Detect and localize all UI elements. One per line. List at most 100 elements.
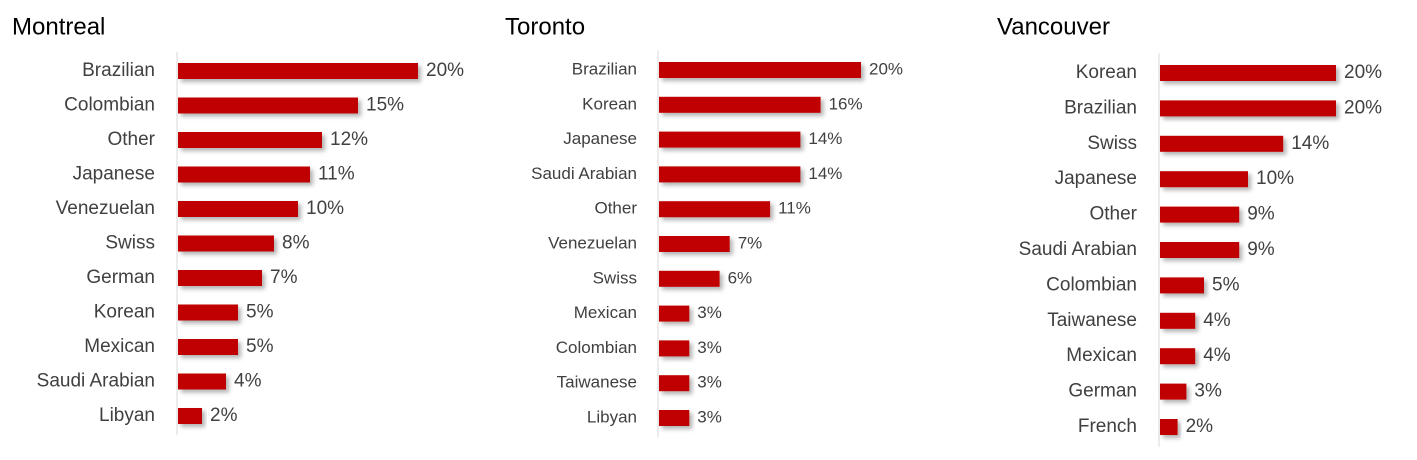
bar <box>178 63 418 79</box>
data-label: 20% <box>1344 97 1382 118</box>
bar <box>659 131 801 148</box>
chart-title: Vancouver <box>997 13 1110 40</box>
data-label: 10% <box>306 198 344 219</box>
data-label: 20% <box>426 60 464 81</box>
category-label: Brazilian <box>572 59 637 78</box>
category-label: Colombian <box>556 338 637 357</box>
data-label: 4% <box>234 371 262 392</box>
chart-title: Montreal <box>12 13 105 40</box>
category-label: French <box>1078 416 1137 437</box>
category-label: Other <box>107 129 155 150</box>
bar <box>659 270 720 287</box>
bar <box>659 96 821 113</box>
category-label: Saudi Arabian <box>1019 239 1137 260</box>
category-label: Swiss <box>593 268 637 287</box>
data-label: 6% <box>728 268 753 287</box>
data-label: 7% <box>738 233 763 252</box>
bar <box>178 132 322 148</box>
bar <box>659 305 690 322</box>
bar <box>178 373 226 390</box>
bar <box>1160 419 1178 435</box>
data-label: 14% <box>808 129 842 148</box>
category-label: Brazilian <box>1064 97 1137 118</box>
category-label: Mexican <box>84 336 155 357</box>
category-label: Venezuelan <box>56 198 155 219</box>
data-label: 20% <box>1344 62 1382 83</box>
chart-title: Toronto <box>505 13 585 40</box>
data-label: 16% <box>829 94 863 113</box>
category-label: Saudi Arabian <box>37 371 155 392</box>
data-label: 12% <box>330 129 368 150</box>
bar <box>659 62 861 78</box>
data-label: 20% <box>869 59 903 78</box>
category-label: Libyan <box>99 405 155 426</box>
bar <box>659 340 690 357</box>
bar <box>178 235 274 252</box>
category-label: Korean <box>1076 62 1137 83</box>
category-label: Korean <box>582 94 637 113</box>
bar <box>178 270 262 286</box>
category-label: Brazilian <box>82 60 155 81</box>
data-label: 15% <box>366 95 404 116</box>
category-label: Japanese <box>73 164 155 185</box>
data-label: 4% <box>1203 345 1231 366</box>
data-label: 11% <box>318 164 355 185</box>
data-label: 8% <box>282 233 310 254</box>
category-label: Saudi Arabian <box>531 164 637 183</box>
data-label: 5% <box>246 336 274 357</box>
bar <box>659 166 801 183</box>
data-label: 3% <box>697 407 722 426</box>
bar <box>659 201 771 218</box>
category-label: Swiss <box>1087 133 1137 154</box>
category-label: Mexican <box>574 303 637 322</box>
data-label: 5% <box>246 302 274 323</box>
category-label: Mexican <box>1066 345 1137 366</box>
bar <box>659 236 730 252</box>
category-label: Korean <box>94 302 155 323</box>
data-label: 3% <box>697 338 722 357</box>
category-label: Libyan <box>587 407 637 426</box>
category-label: Other <box>594 199 637 218</box>
bar <box>1160 242 1240 258</box>
data-label: 14% <box>1291 133 1329 154</box>
bar <box>178 304 238 321</box>
bar <box>1160 383 1187 400</box>
bar <box>1160 135 1284 152</box>
bar <box>1160 277 1204 294</box>
category-label: Other <box>1089 204 1137 225</box>
data-label: 9% <box>1247 204 1275 225</box>
bar <box>1160 206 1240 223</box>
bar <box>178 166 310 183</box>
bar <box>1160 100 1336 117</box>
data-label: 3% <box>1194 381 1222 402</box>
category-label: Venezuelan <box>548 233 637 252</box>
bar <box>1160 312 1196 329</box>
category-label: Taiwanese <box>557 373 637 392</box>
data-label: 14% <box>808 164 842 183</box>
data-label: 10% <box>1256 168 1294 189</box>
bar <box>178 201 298 217</box>
data-label: 5% <box>1212 274 1240 295</box>
data-label: 3% <box>697 303 722 322</box>
category-label: Swiss <box>105 233 155 254</box>
category-label: Colombian <box>1046 274 1137 295</box>
data-label: 2% <box>210 405 238 426</box>
data-label: 11% <box>778 199 811 218</box>
category-label: Colombian <box>64 95 155 116</box>
category-label: German <box>1068 381 1137 402</box>
category-label: Taiwanese <box>1047 310 1137 331</box>
category-label: German <box>86 267 155 288</box>
bar <box>659 410 690 426</box>
data-label: 7% <box>270 267 298 288</box>
data-label: 2% <box>1186 416 1214 437</box>
bar <box>659 375 690 392</box>
bar <box>1160 65 1336 81</box>
bar <box>1160 171 1248 188</box>
bar <box>178 408 202 424</box>
bar <box>178 339 238 355</box>
bar <box>178 97 358 114</box>
category-label: Japanese <box>563 129 637 148</box>
bar <box>1160 348 1196 365</box>
data-label: 9% <box>1247 239 1275 260</box>
